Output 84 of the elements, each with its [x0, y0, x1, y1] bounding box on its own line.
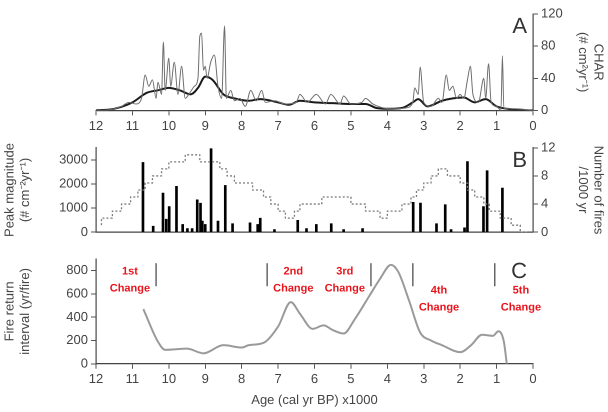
y-tick-label: 120	[541, 6, 563, 21]
ref-line-label: 5th Change	[500, 284, 542, 314]
x-tick-label: 3	[420, 371, 428, 386]
bar	[486, 170, 488, 232]
x-tick-label: 0	[529, 118, 537, 133]
x-tick-label: 1	[492, 118, 500, 133]
bar	[501, 188, 504, 232]
bar	[216, 220, 220, 232]
bar	[361, 228, 364, 232]
y-tick-label: 400	[66, 308, 88, 324]
bar	[435, 223, 438, 232]
bar	[204, 224, 207, 232]
bar	[196, 200, 199, 232]
y-tick-label: 80	[541, 38, 556, 53]
x-tick-label: 5	[347, 118, 355, 133]
bar	[444, 204, 447, 232]
x-tick-label: 0	[529, 371, 537, 386]
bar	[231, 223, 234, 232]
bar	[296, 220, 300, 232]
y-tick-label: 600	[66, 286, 88, 301]
y2-tick-label: 8	[541, 168, 548, 183]
y-tick-label: 3000	[59, 151, 88, 166]
x-tick-label: 1	[492, 371, 500, 386]
y-axis-title: CHAR (# cm²yr⁻¹)	[576, 32, 607, 92]
bar	[412, 202, 415, 232]
x-tick-label: 7	[274, 118, 282, 133]
x-tick-label: 8	[238, 371, 246, 386]
x-axis-title: Age (cal yr BP) x1000	[251, 392, 378, 407]
x-tick-label: 6	[310, 118, 318, 133]
x-tick-label: 4	[384, 371, 391, 386]
x-tick-label: 12	[88, 118, 104, 133]
y-tick-label: 0	[541, 102, 548, 117]
ref-line-label: 4th Change	[418, 284, 460, 314]
x-tick-label: 4	[384, 118, 391, 133]
y-tick-label: 0	[80, 224, 88, 239]
y-tick-label: 0	[80, 355, 88, 370]
bar	[224, 185, 227, 232]
bar	[258, 218, 262, 232]
x-tick-label: 6	[310, 371, 318, 386]
x-tick-label: 12	[88, 371, 104, 386]
y-tick-label: 40	[541, 70, 556, 85]
bar	[168, 206, 171, 232]
bar	[181, 224, 184, 232]
bar	[330, 223, 333, 232]
bar	[175, 186, 178, 232]
x-tick-label: 10	[162, 118, 176, 133]
bar	[162, 192, 164, 232]
y-tick-label: 2000	[59, 176, 88, 191]
bar	[152, 226, 155, 232]
bar	[142, 162, 144, 232]
y-tick-label: 200	[66, 332, 88, 348]
y-tick-label: 1000	[59, 200, 88, 215]
x-tick-label: 7	[274, 371, 282, 386]
y2-tick-label: 4	[541, 196, 548, 211]
bar	[305, 228, 308, 232]
y2-tick-label: 12	[541, 139, 556, 154]
ref-line-label: 1st Change	[110, 266, 150, 295]
bar	[210, 148, 212, 232]
bar	[466, 161, 469, 232]
x-tick-label: 2	[456, 371, 464, 386]
x-tick-label: 9	[202, 371, 209, 386]
annotation: A	[512, 13, 528, 38]
bar	[450, 229, 452, 232]
bar	[314, 224, 318, 232]
bar	[419, 202, 422, 232]
x-tick-label: 2	[456, 118, 464, 133]
bar	[273, 229, 276, 232]
x-tick-label: 9	[202, 118, 209, 133]
annotation: B	[512, 146, 527, 172]
y-axis-title: Fire return interval (yr/fire)	[1, 268, 32, 355]
bar	[342, 229, 345, 232]
x-tick-label: 11	[126, 118, 140, 133]
y2-axis-title: Number of fires /1000 yr	[576, 146, 607, 235]
x-tick-label: 11	[126, 371, 140, 386]
y-tick-label: 800	[66, 262, 88, 278]
bar	[248, 222, 252, 232]
x-tick-label: 10	[162, 371, 176, 386]
x-tick-label: 3	[420, 118, 428, 133]
y-axis-title: Peak magnitude (# cm⁻²yr⁻¹)	[1, 143, 32, 237]
ref-line-label: 3rd Change	[324, 266, 365, 295]
x-tick-label: 8	[238, 118, 246, 133]
x-tick-label: 5	[347, 371, 355, 386]
annotation: C	[511, 258, 528, 284]
ref-line-label: 2nd Change	[273, 266, 314, 295]
